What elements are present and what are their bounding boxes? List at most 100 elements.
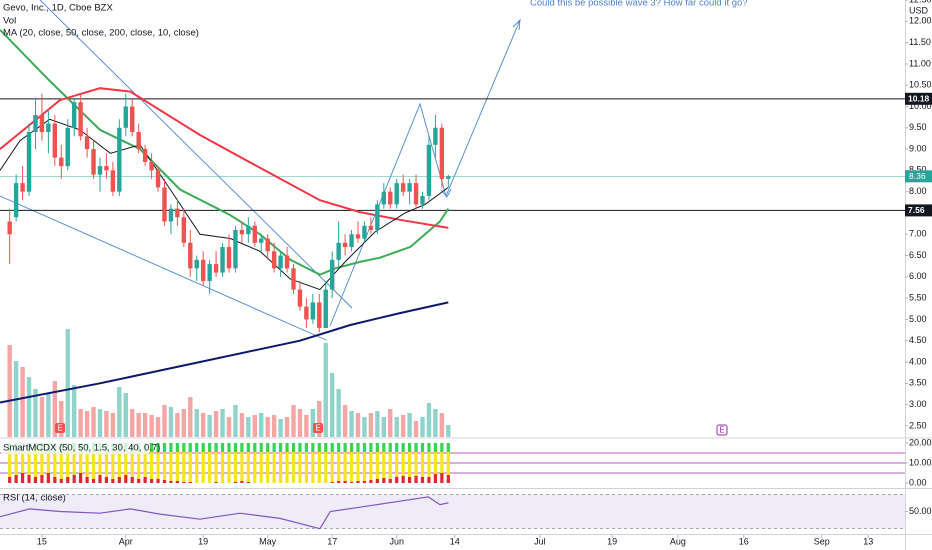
mcdx-bar bbox=[420, 477, 425, 483]
mcdx-bar bbox=[46, 452, 50, 473]
annotation: Could this be possible wave 3? How far c… bbox=[530, 0, 748, 9]
mcdx-bar bbox=[33, 452, 38, 477]
volume-bar bbox=[181, 409, 187, 437]
mcdx-bar bbox=[395, 443, 399, 452]
volume-bar bbox=[142, 413, 148, 437]
mcdx-bar bbox=[401, 452, 405, 476]
rsi-lines bbox=[0, 496, 449, 530]
mcdx-bar bbox=[317, 452, 321, 483]
earnings-letter: E bbox=[57, 424, 62, 433]
candle-body bbox=[426, 144, 432, 196]
candle-body bbox=[136, 132, 141, 150]
mcdx-bar bbox=[169, 452, 173, 481]
mcdx-bar bbox=[214, 482, 218, 483]
volume-bar bbox=[400, 415, 406, 437]
candle-body bbox=[104, 166, 109, 171]
mcdx-bar bbox=[266, 443, 270, 452]
mcdx-bar bbox=[330, 452, 334, 482]
candle-body bbox=[155, 170, 161, 188]
mcdx-bar bbox=[182, 452, 186, 482]
mcdx-bar bbox=[446, 452, 450, 475]
candle-body bbox=[130, 106, 135, 133]
volume-bar bbox=[46, 393, 51, 437]
mcdx-bar bbox=[401, 476, 405, 483]
candle-body bbox=[78, 102, 83, 137]
mcdx-bar bbox=[382, 452, 386, 478]
mcdx-bar bbox=[124, 475, 128, 483]
candle-body bbox=[368, 225, 374, 230]
volume-bar bbox=[65, 329, 70, 437]
volume-bar bbox=[381, 417, 387, 437]
mcdx-bar bbox=[362, 443, 367, 452]
candle-body bbox=[39, 115, 45, 133]
earnings-icon[interactable] bbox=[716, 424, 728, 436]
mcdx-bar bbox=[91, 452, 96, 479]
y-tick-label: 5.00 bbox=[909, 314, 927, 324]
mcdx-bar bbox=[85, 477, 89, 483]
y-tick-label: 5.50 bbox=[909, 293, 927, 303]
y-tick-label: 6.50 bbox=[909, 250, 927, 260]
x-tick-label: Sep bbox=[814, 536, 830, 546]
earnings-icon[interactable] bbox=[313, 423, 323, 433]
mcdx-bar bbox=[304, 452, 308, 483]
mcdx-bar bbox=[414, 476, 418, 483]
mcdx-bar bbox=[195, 452, 199, 483]
mcdx-bar bbox=[388, 479, 392, 483]
candle-body bbox=[226, 247, 232, 269]
mcdx-bar bbox=[369, 480, 373, 483]
mcdx-bar bbox=[169, 481, 173, 483]
y-tick-label: 2.50 bbox=[909, 420, 927, 430]
mcdx-bar bbox=[233, 452, 238, 482]
mcdx-bar bbox=[182, 443, 186, 452]
mcdx-bar bbox=[46, 473, 50, 483]
price-label: 7.56 bbox=[908, 205, 925, 215]
mcdx-bar bbox=[330, 482, 334, 483]
candle-body bbox=[317, 302, 322, 328]
candle-body bbox=[252, 225, 257, 243]
earnings-icon[interactable] bbox=[55, 423, 65, 433]
x-tick-label: Apr bbox=[119, 536, 133, 546]
mcdx-bar bbox=[427, 477, 431, 483]
candle-body bbox=[342, 242, 348, 248]
mcdx-bar bbox=[8, 452, 12, 477]
mcdx-bar bbox=[104, 477, 109, 483]
last-price-label: 8.36 bbox=[909, 171, 926, 181]
mcdx-bar bbox=[72, 452, 76, 475]
mcdx-bar bbox=[85, 452, 89, 477]
volume-bar bbox=[52, 381, 58, 437]
candle-body bbox=[304, 306, 309, 320]
arrow-head bbox=[440, 188, 452, 198]
mcdx-bar bbox=[414, 452, 418, 476]
mcdx-bar bbox=[246, 452, 250, 482]
x-tick-label: 19 bbox=[607, 536, 617, 546]
candle-body bbox=[13, 183, 19, 218]
mcdx-bar bbox=[375, 443, 379, 452]
candle-body bbox=[297, 289, 303, 307]
candle-body bbox=[110, 170, 116, 192]
moving-average-line bbox=[0, 118, 449, 291]
candle-body bbox=[123, 106, 128, 128]
volume-bar bbox=[7, 345, 12, 437]
mcdx-bar bbox=[440, 473, 444, 483]
mcdx-bar bbox=[214, 452, 218, 482]
mcdx-bar bbox=[246, 482, 250, 483]
y-tick-label: 10.50 bbox=[909, 80, 932, 90]
volume-bar bbox=[349, 411, 354, 437]
candle-body bbox=[388, 191, 393, 205]
mcdx-bar bbox=[14, 452, 18, 475]
candle-body bbox=[400, 183, 406, 192]
y-tick-label: 4.50 bbox=[909, 335, 927, 345]
mcdx-bar bbox=[349, 482, 354, 483]
mcdx-bar bbox=[311, 443, 315, 452]
x-tick-label: 19 bbox=[198, 536, 208, 546]
volume-bar bbox=[317, 401, 322, 437]
mcdx-bar bbox=[440, 443, 444, 452]
candle-body bbox=[239, 230, 245, 235]
mcdx-bar bbox=[59, 452, 63, 479]
volume-bar bbox=[323, 343, 328, 437]
mcdx-bar bbox=[240, 481, 244, 483]
volume-bar bbox=[420, 417, 425, 437]
mcdx-bar bbox=[111, 479, 115, 483]
candle-body bbox=[200, 259, 206, 282]
mcdx-bar bbox=[433, 474, 438, 483]
